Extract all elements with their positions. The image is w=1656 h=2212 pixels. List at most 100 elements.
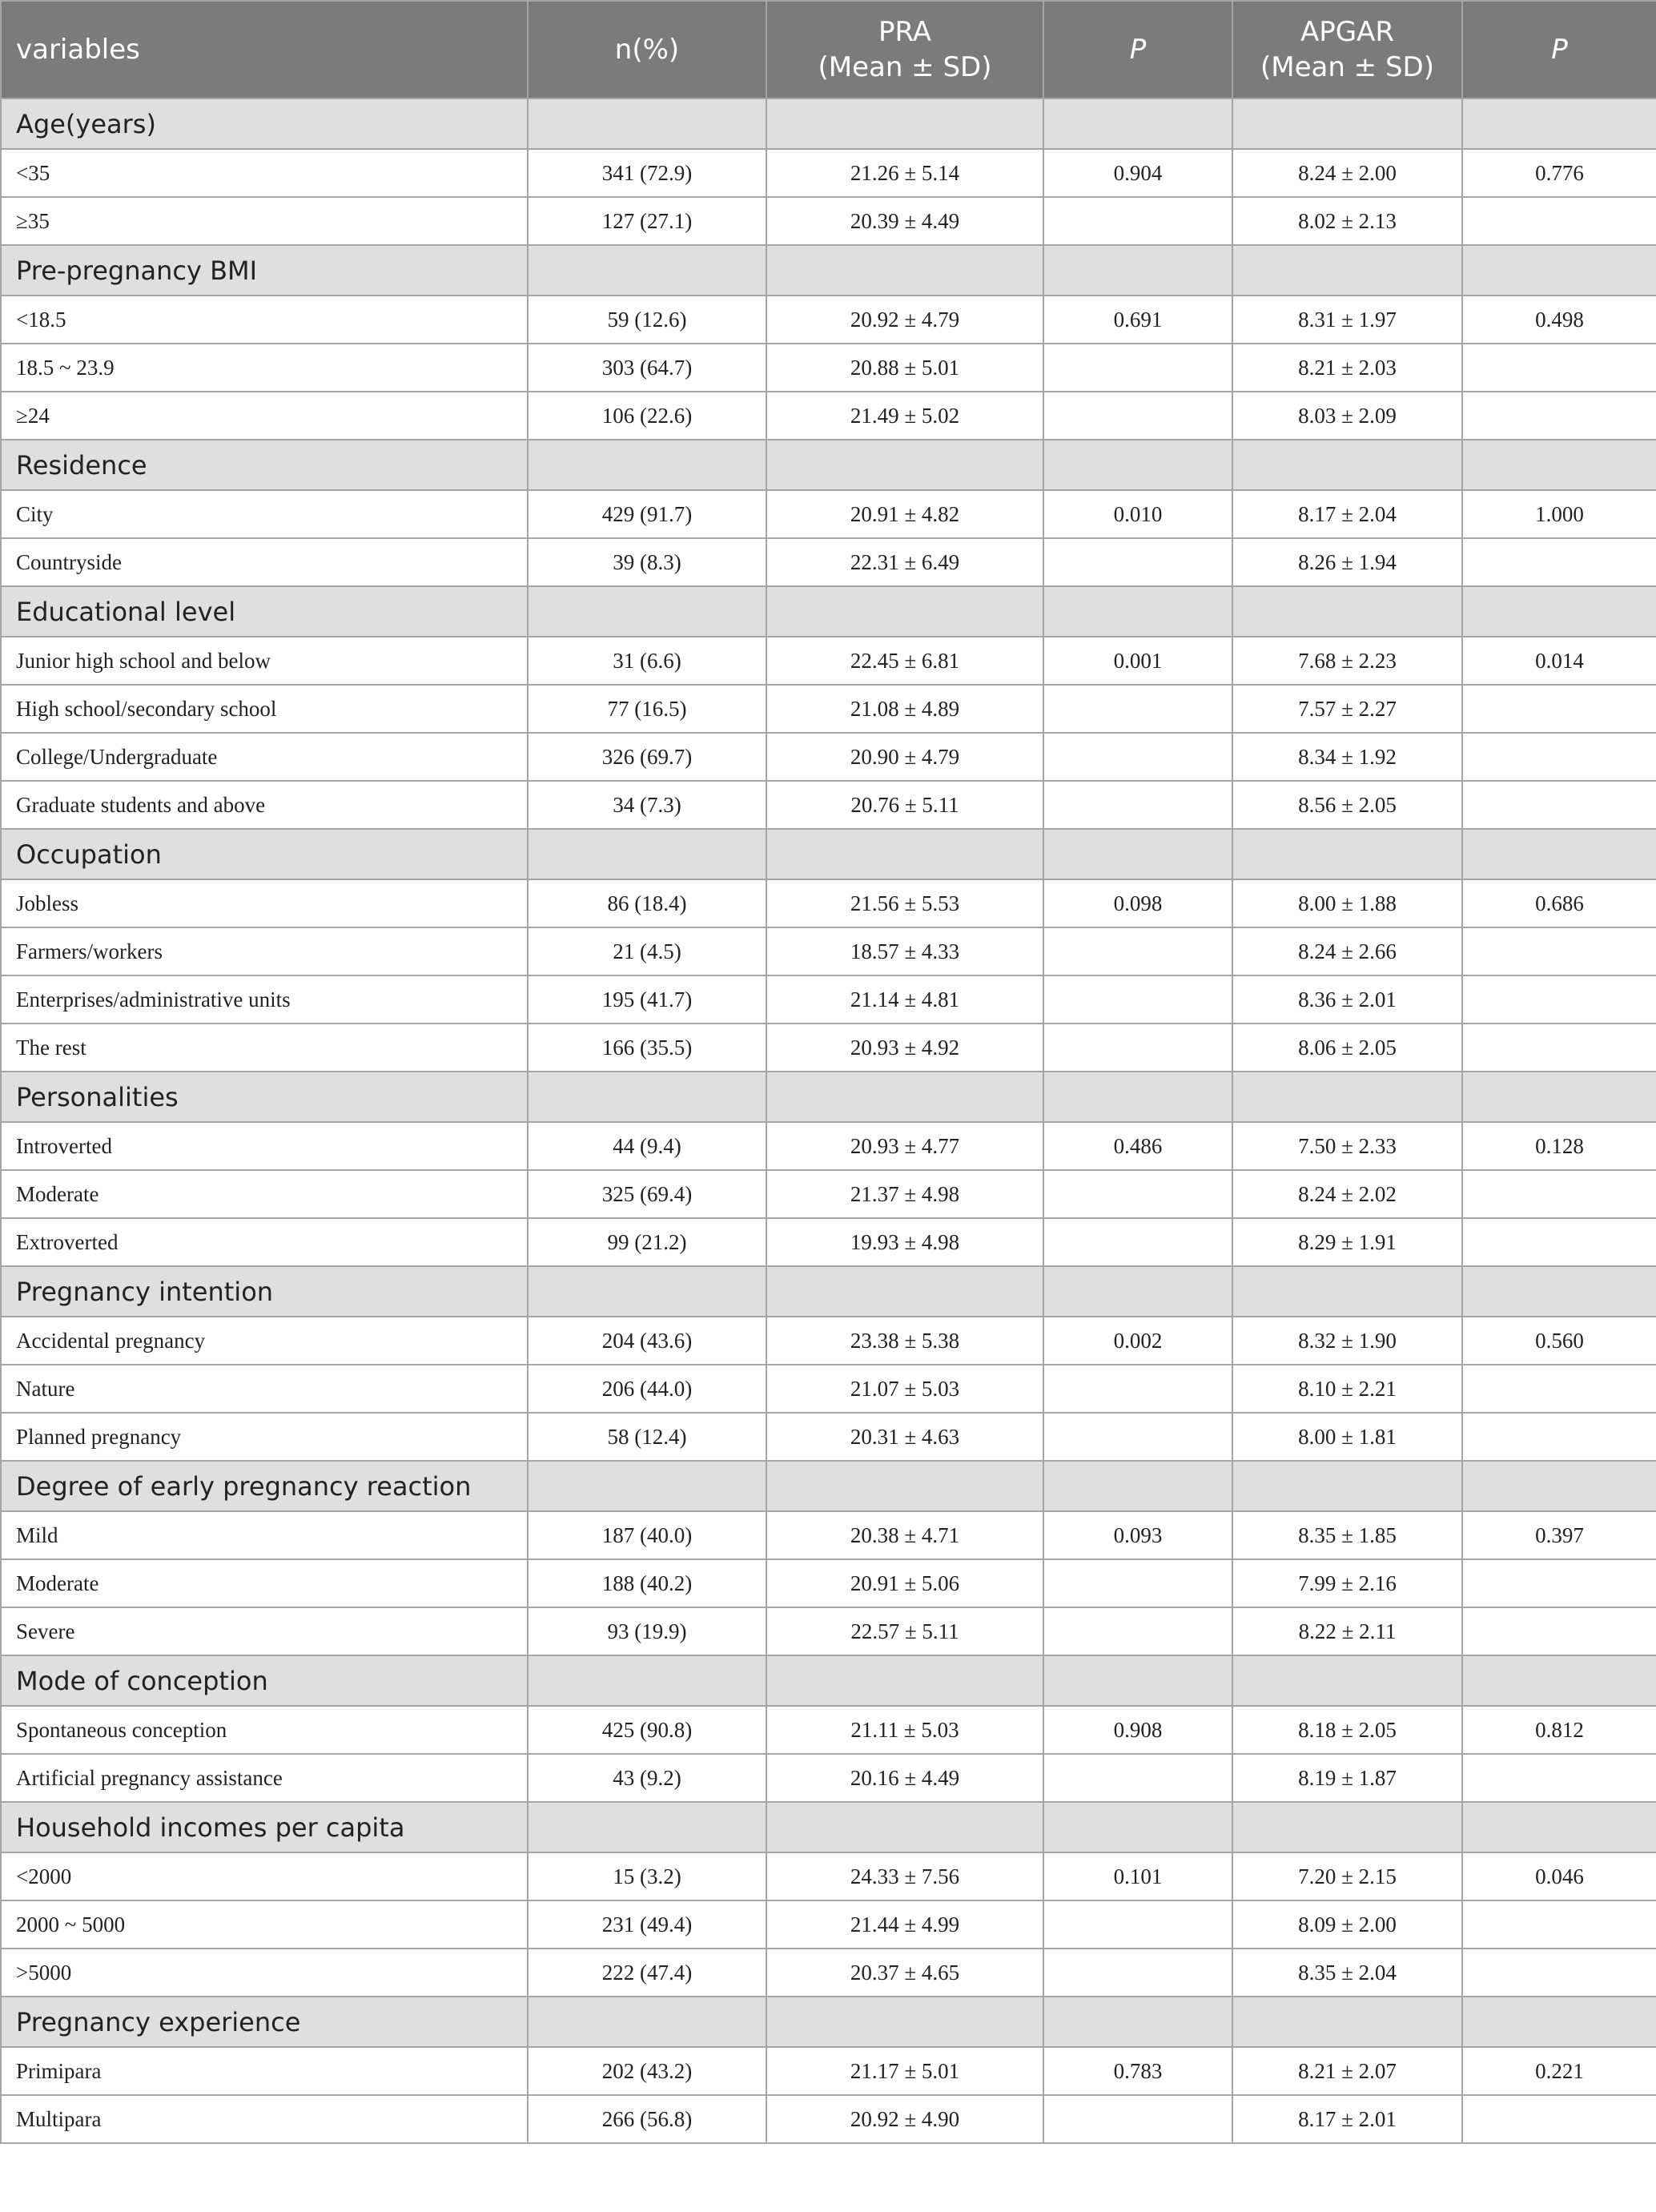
- group-cell: [1461, 1460, 1656, 1512]
- cell: [1043, 343, 1233, 392]
- cell: [1043, 2094, 1233, 2144]
- data-row: The rest 166 (35.5) 20.93 ± 4.92 8.06 ± 2.0…: [0, 1023, 1656, 1072]
- cell: 8.00 ± 1.81: [1232, 1412, 1463, 1462]
- group-cell: [1043, 1071, 1233, 1123]
- data-row: Countryside 39 (8.3) 22.31 ± 6.49 8.26 ± 1.…: [0, 537, 1656, 587]
- group-cell: [1232, 828, 1463, 880]
- group-row: Pre-pregnancy BMI: [0, 244, 1656, 296]
- cell: Moderate: [0, 1169, 529, 1219]
- data-row: Accidental pregnancy 204 (43.6) 23.38 ± 5.…: [0, 1316, 1656, 1365]
- cell: 8.31 ± 1.97: [1232, 295, 1463, 344]
- cell: 0.128: [1461, 1121, 1656, 1171]
- cell: [1461, 2094, 1656, 2144]
- data-row: 18.5 ~ 23.9 303 (64.7) 20.88 ± 5.01 8.21 ± …: [0, 343, 1656, 392]
- group-label: Household incomes per capita: [0, 1801, 529, 1853]
- cell: 8.09 ± 2.00: [1232, 1900, 1463, 1949]
- cell: 0.002: [1043, 1316, 1233, 1365]
- data-row: <35 341 (72.9) 21.26 ± 5.14 0.904 8.24 ± 2.0…: [0, 148, 1656, 198]
- cell: 21.07 ± 5.03: [766, 1364, 1044, 1414]
- cell: 8.56 ± 2.05: [1232, 780, 1463, 830]
- cell: 303 (64.7): [527, 343, 767, 392]
- cell: 20.31 ± 4.63: [766, 1412, 1044, 1462]
- cell: 8.24 ± 2.00: [1232, 148, 1463, 198]
- group-cell: [766, 1265, 1044, 1317]
- cell: 222 (47.4): [527, 1948, 767, 1997]
- cell: 19.93 ± 4.98: [766, 1217, 1044, 1267]
- cell: 0.498: [1461, 295, 1656, 344]
- group-cell: [1461, 585, 1656, 637]
- data-row: Introverted 44 (9.4) 20.93 ± 4.77 0.486 7.50…: [0, 1121, 1656, 1171]
- group-row: Pregnancy experience: [0, 1996, 1656, 2048]
- cell: [1043, 927, 1233, 976]
- cell: 1.000: [1461, 489, 1656, 539]
- cell: 266 (56.8): [527, 2094, 767, 2144]
- cell: 21.49 ± 5.02: [766, 391, 1044, 440]
- group-cell: [1232, 1460, 1463, 1512]
- group-row: Household incomes per capita: [0, 1801, 1656, 1853]
- cell: 20.39 ± 4.49: [766, 196, 1044, 246]
- cell: [1043, 196, 1233, 246]
- cell: [1461, 1558, 1656, 1608]
- cell: 21.44 ± 4.99: [766, 1900, 1044, 1949]
- cell: 18.57 ± 4.33: [766, 927, 1044, 976]
- cell: >5000: [0, 1948, 529, 1997]
- group-cell: [766, 98, 1044, 150]
- cell: 21.37 ± 4.98: [766, 1169, 1044, 1219]
- cell: [1043, 391, 1233, 440]
- group-cell: [1043, 439, 1233, 491]
- data-row: Primipara 202 (43.2) 21.17 ± 5.01 0.783 8.21…: [0, 2046, 1656, 2096]
- cell: 0.686: [1461, 879, 1656, 928]
- header-row: variables n(%) PRA (Mean ± SD) P APGAR (Me…: [0, 0, 1656, 99]
- header-cell: P: [1043, 0, 1233, 99]
- group-cell: [527, 244, 767, 296]
- header-text: PRA: [878, 15, 931, 48]
- data-row: Mild 187 (40.0) 20.38 ± 4.71 0.093 8.35 ± 1.…: [0, 1510, 1656, 1560]
- cell: 8.36 ± 2.01: [1232, 975, 1463, 1024]
- group-row: Educational level: [0, 585, 1656, 637]
- data-row: >5000 222 (47.4) 20.37 ± 4.65 8.35 ± 2.04: [0, 1948, 1656, 1997]
- group-cell: [1232, 1996, 1463, 2048]
- group-cell: [1461, 1996, 1656, 2048]
- group-cell: [527, 98, 767, 150]
- group-cell: [1232, 585, 1463, 637]
- data-row: Jobless 86 (18.4) 21.56 ± 5.53 0.098 8.00 ± …: [0, 879, 1656, 928]
- cell: [1043, 1558, 1233, 1608]
- data-row: Spontaneous conception 425 (90.8) 21.11 ± …: [0, 1705, 1656, 1755]
- group-cell: [1461, 244, 1656, 296]
- cell: 8.35 ± 2.04: [1232, 1948, 1463, 1997]
- cell: 0.812: [1461, 1705, 1656, 1755]
- group-cell: [1461, 828, 1656, 880]
- cell: Planned pregnancy: [0, 1412, 529, 1462]
- cell: 20.91 ± 4.82: [766, 489, 1044, 539]
- group-cell: [527, 1655, 767, 1707]
- cell: 0.046: [1461, 1852, 1656, 1901]
- group-cell: [1043, 1265, 1233, 1317]
- cell: 77 (16.5): [527, 684, 767, 734]
- cell: <2000: [0, 1852, 529, 1901]
- group-cell: [1461, 439, 1656, 491]
- cell: 8.02 ± 2.13: [1232, 196, 1463, 246]
- data-row: Moderate 325 (69.4) 21.37 ± 4.98 8.24 ± 2.0…: [0, 1169, 1656, 1219]
- cell: 44 (9.4): [527, 1121, 767, 1171]
- group-cell: [1232, 439, 1463, 491]
- cell: 21.17 ± 5.01: [766, 2046, 1044, 2096]
- cell: Spontaneous conception: [0, 1705, 529, 1755]
- data-row: 2000 ~ 5000 231 (49.4) 21.44 ± 4.99 8.09 ± …: [0, 1900, 1656, 1949]
- group-row: Residence: [0, 439, 1656, 491]
- group-label: Personalities: [0, 1071, 529, 1123]
- cell: Junior high school and below: [0, 636, 529, 686]
- cell: 22.31 ± 6.49: [766, 537, 1044, 587]
- cell: 0.010: [1043, 489, 1233, 539]
- data-row: ≥35 127 (27.1) 20.39 ± 4.49 8.02 ± 2.13: [0, 196, 1656, 246]
- cell: [1043, 1753, 1233, 1803]
- cell: [1043, 537, 1233, 587]
- cell: 8.22 ± 2.11: [1232, 1607, 1463, 1656]
- group-cell: [766, 1460, 1044, 1512]
- group-cell: [1461, 98, 1656, 150]
- cell: 7.50 ± 2.33: [1232, 1121, 1463, 1171]
- group-cell: [1043, 1655, 1233, 1707]
- cell: [1043, 1900, 1233, 1949]
- group-cell: [1043, 828, 1233, 880]
- group-cell: [766, 585, 1044, 637]
- group-cell: [527, 1996, 767, 2048]
